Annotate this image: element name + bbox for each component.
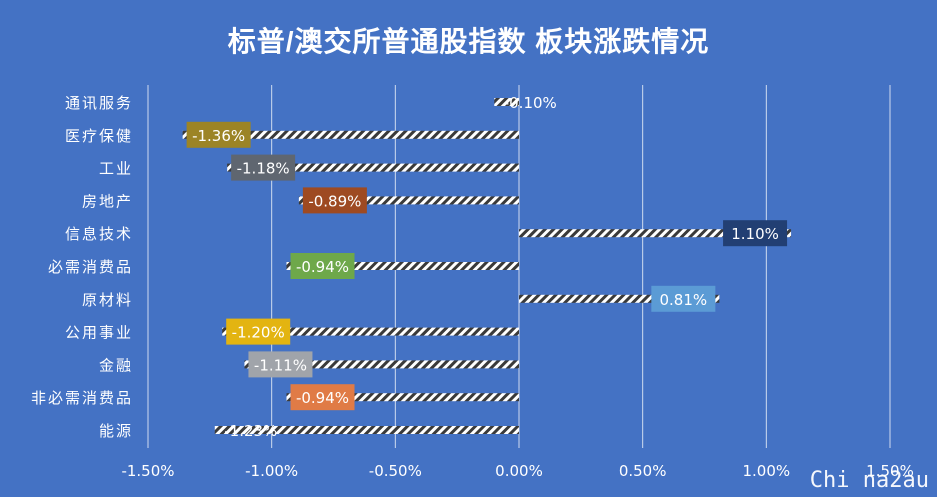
category-label: 医疗保健: [65, 127, 133, 145]
data-label: -1.11%: [254, 356, 307, 374]
data-label: -1.23%: [224, 422, 277, 440]
bar: [286, 393, 519, 402]
data-label-box: [290, 384, 355, 411]
bar: [222, 327, 519, 336]
category-label: 原材料: [82, 291, 133, 309]
x-tick-label: -0.50%: [369, 462, 422, 480]
x-tick-label: 1.50%: [866, 462, 914, 480]
data-label-box: [248, 351, 313, 378]
x-tick-label: 0.00%: [495, 462, 543, 480]
bar: [182, 130, 520, 139]
x-tick-label: 1.00%: [743, 462, 791, 480]
category-label: 非必需消费品: [31, 389, 133, 407]
bar: [244, 360, 519, 369]
data-label: -1.18%: [237, 160, 290, 178]
watermark: Chi na2au: [809, 468, 929, 493]
data-label: -0.94%: [296, 258, 349, 276]
category-label: 金融: [99, 356, 133, 374]
data-label-box: [226, 318, 291, 345]
data-label-box: [302, 187, 367, 214]
data-label: 1.10%: [731, 225, 779, 243]
data-label: -0.89%: [308, 192, 361, 210]
data-label: -1.36%: [192, 127, 245, 145]
data-label-box: [651, 285, 716, 312]
data-label-box: [186, 121, 251, 148]
x-tick-label: 0.50%: [619, 462, 667, 480]
data-label-box: [723, 220, 788, 247]
data-label-box: [231, 154, 296, 181]
data-label: -0.94%: [296, 389, 349, 407]
category-label: 必需消费品: [48, 258, 133, 276]
category-label: 工业: [99, 160, 133, 178]
bar: [227, 163, 519, 172]
bar: [214, 426, 519, 434]
x-tick-label: -1.50%: [121, 462, 174, 480]
category-label: 信息技术: [65, 225, 133, 243]
category-label: 公用事业: [65, 324, 133, 342]
bar: [298, 196, 519, 205]
category-label: 房地产: [82, 192, 133, 210]
data-label: -0.10%: [504, 94, 557, 112]
bar: [519, 294, 720, 303]
category-label: 能源: [99, 422, 133, 440]
data-label: -1.20%: [232, 324, 285, 342]
x-tick-label: -1.00%: [245, 462, 298, 480]
bar: [519, 229, 792, 238]
chart-title: 标普/澳交所普通股指数 板块涨跌情况: [227, 26, 710, 57]
data-label-box: [290, 253, 355, 279]
bar: [494, 98, 519, 106]
bar: [286, 262, 519, 270]
category-label: 通讯服务: [65, 94, 133, 112]
data-label: 0.81%: [660, 291, 708, 309]
